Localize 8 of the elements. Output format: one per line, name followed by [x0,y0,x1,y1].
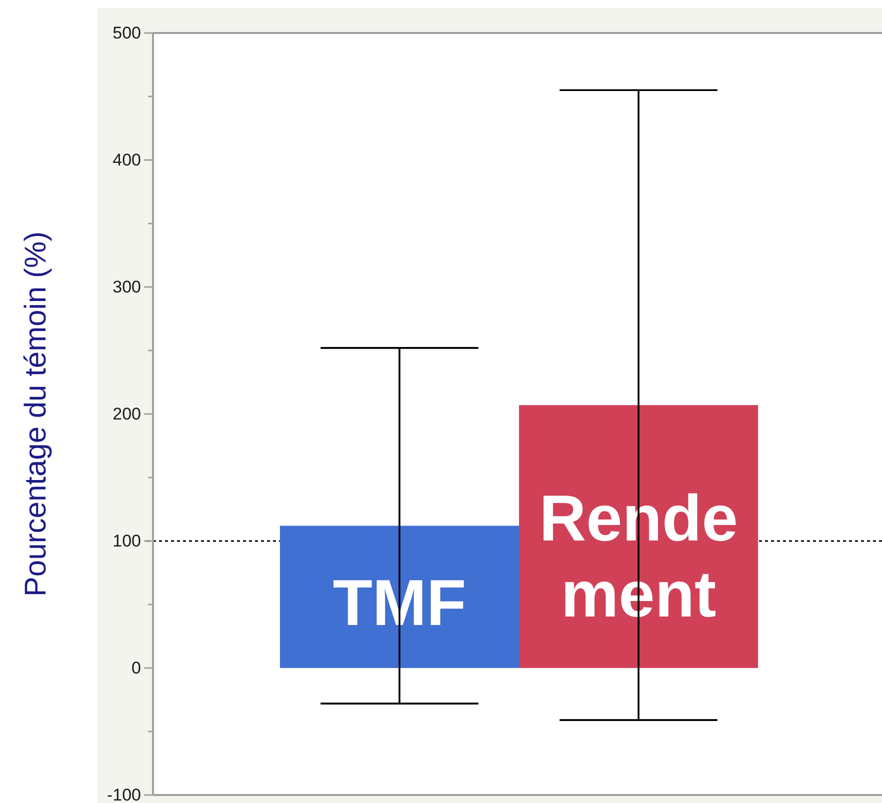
y-tick-label: -100 [106,786,141,803]
y-tick-label: 0 [132,658,141,678]
y-tick-label: 300 [112,278,141,296]
y-tick-label: 100 [112,532,141,550]
y-tick-label: 500 [112,24,141,42]
y-tick-label: 200 [112,404,141,424]
y-tick-label: 400 [112,150,141,170]
y-axis-title: Pourcentage du témoin (%) [20,231,52,597]
